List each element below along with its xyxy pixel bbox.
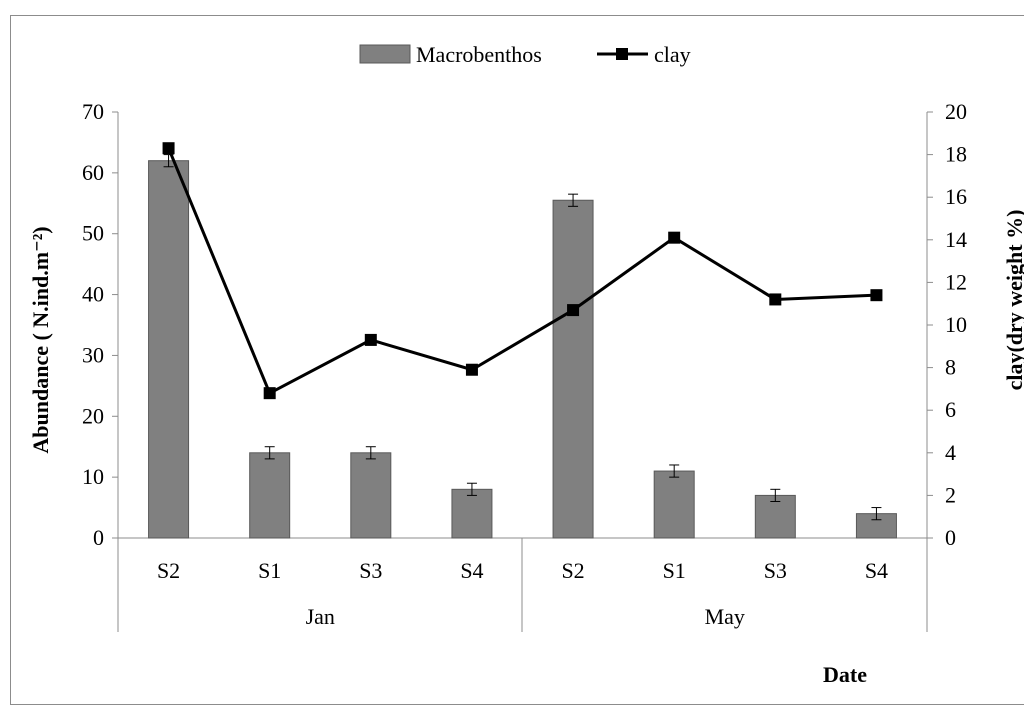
- y2-axis-title: clay(dry weight %): [1002, 210, 1024, 391]
- legend-label-macrobenthos: Macrobenthos: [416, 42, 542, 67]
- right-tick-label: 12: [945, 269, 967, 294]
- error-bars: [163, 154, 882, 521]
- clay-marker: [870, 289, 883, 302]
- left-tick-label: 20: [82, 403, 104, 428]
- left-tick-label: 30: [82, 342, 104, 367]
- clay-marker: [769, 293, 782, 306]
- category-labels: S2 S1 S3 S4 S2 S1 S3 S4: [157, 558, 888, 583]
- bar: [451, 488, 493, 539]
- left-tick-label: 10: [82, 464, 104, 489]
- category-label: S4: [865, 558, 888, 583]
- category-label: S3: [359, 558, 382, 583]
- right-y-ticks: 0 2 4 6 8 10 12 14 16 18 20: [927, 99, 967, 550]
- bar: [653, 470, 695, 539]
- right-tick-label: 0: [945, 525, 956, 550]
- right-tick-label: 8: [945, 355, 956, 380]
- right-tick-label: 16: [945, 184, 967, 209]
- clay-line: [167, 147, 877, 396]
- legend-label-clay: clay: [654, 42, 691, 67]
- left-y-ticks: 0 10 20 30 40 50 60 70: [82, 99, 118, 550]
- line-series-clay: [162, 142, 883, 400]
- category-label: S2: [157, 558, 180, 583]
- right-tick-label: 2: [945, 482, 956, 507]
- right-tick-label: 4: [945, 440, 956, 465]
- category-label: S3: [764, 558, 787, 583]
- category-label: S4: [460, 558, 483, 583]
- left-tick-label: 0: [93, 525, 104, 550]
- group-labels: Jan May: [306, 604, 745, 629]
- left-tick-label: 60: [82, 160, 104, 185]
- clay-marker: [162, 142, 175, 155]
- x-axis-title: Date: [823, 662, 867, 687]
- bar: [148, 160, 190, 539]
- left-tick-label: 70: [82, 99, 104, 124]
- bar: [249, 452, 291, 539]
- clay-marker: [465, 363, 478, 376]
- legend-marker-clay: [616, 48, 628, 60]
- left-tick-label: 50: [82, 221, 104, 246]
- bar: [552, 199, 594, 539]
- left-tick-label: 40: [82, 282, 104, 307]
- right-tick-label: 10: [945, 312, 967, 337]
- clay-marker: [263, 387, 276, 400]
- category-label: S2: [561, 558, 584, 583]
- right-tick-label: 18: [945, 142, 967, 167]
- y-axis-title: Abundance ( N.ind.m⁻²): [28, 226, 53, 453]
- legend: Macrobenthos clay: [359, 42, 691, 67]
- group-label: Jan: [306, 604, 335, 629]
- bar: [350, 452, 392, 539]
- clay-marker: [668, 231, 681, 244]
- legend-swatch-macrobenthos: [359, 44, 411, 64]
- right-tick-label: 6: [945, 397, 956, 422]
- bar: [754, 494, 796, 539]
- right-tick-label: 20: [945, 99, 967, 124]
- clay-marker: [567, 304, 580, 317]
- category-label: S1: [663, 558, 686, 583]
- group-label: May: [705, 604, 745, 629]
- clay-marker: [364, 333, 377, 346]
- category-label: S1: [258, 558, 281, 583]
- right-tick-label: 14: [945, 227, 967, 252]
- bar-series-macrobenthos: [148, 160, 897, 539]
